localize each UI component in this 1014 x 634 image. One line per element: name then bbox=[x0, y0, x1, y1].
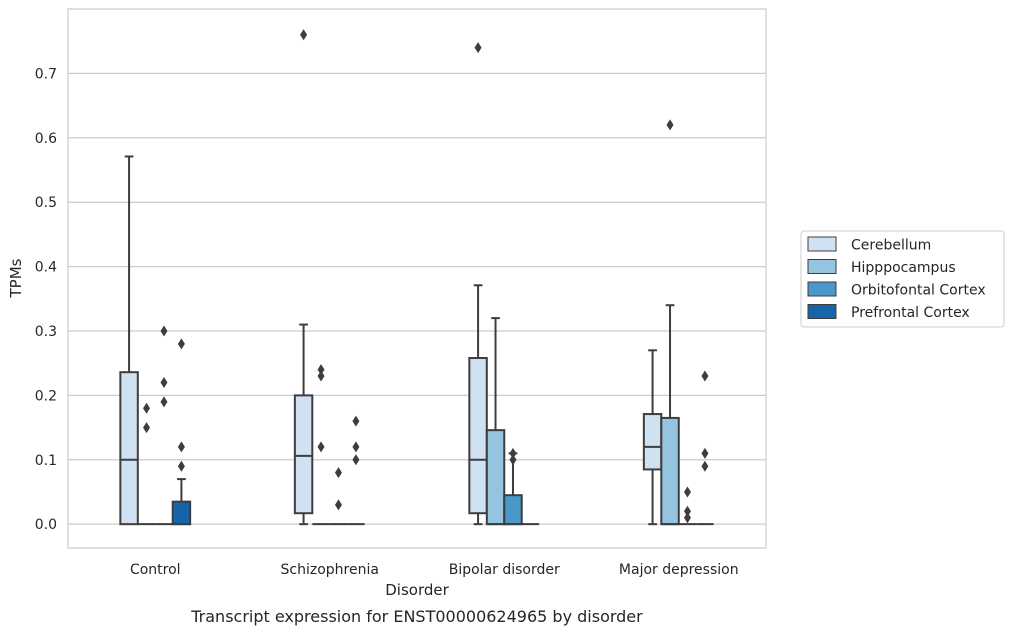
legend-swatch bbox=[807, 281, 837, 297]
outlier-point bbox=[334, 467, 342, 479]
box-group bbox=[678, 486, 697, 526]
y-tick-label: 0.7 bbox=[35, 66, 57, 82]
box-group bbox=[155, 325, 173, 526]
outlier-point bbox=[177, 441, 185, 453]
outlier-point bbox=[683, 512, 691, 524]
box bbox=[171, 500, 192, 526]
outlier-point bbox=[683, 486, 691, 498]
x-tick-label: Major depression bbox=[619, 562, 739, 578]
legend-swatch bbox=[807, 236, 837, 252]
x-tick-label: Control bbox=[130, 562, 181, 578]
x-axis-title: Disorder bbox=[385, 581, 449, 599]
outlier-point bbox=[317, 364, 325, 376]
outlier-point bbox=[160, 396, 168, 408]
x-tick-label: Bipolar disorder bbox=[449, 562, 560, 578]
y-axis-ticks: 0.0 0.1 0.2 0.3 0.4 0.5 0.6 0.7 bbox=[35, 66, 57, 533]
legend-swatch bbox=[807, 259, 837, 274]
outlier-point bbox=[143, 402, 151, 414]
outlier-point bbox=[683, 505, 691, 517]
box bbox=[485, 429, 506, 526]
x-tick-label: Schizophrenia bbox=[281, 562, 379, 578]
y-tick-label: 0.0 bbox=[35, 517, 57, 533]
outlier-point bbox=[474, 42, 482, 54]
outlier-point bbox=[300, 29, 308, 41]
box-group bbox=[503, 447, 523, 526]
outlier-point bbox=[160, 325, 168, 337]
outlier-point bbox=[666, 119, 674, 131]
outlier-point bbox=[509, 447, 517, 459]
outlier-point bbox=[334, 499, 342, 511]
outlier-point bbox=[160, 377, 168, 389]
box-group bbox=[468, 42, 488, 526]
outlier-point bbox=[317, 441, 325, 453]
chart-caption: Transcript expression for ENST0000062496… bbox=[190, 607, 643, 626]
box bbox=[660, 416, 680, 526]
box bbox=[293, 394, 314, 515]
y-axis-title: TPMs bbox=[7, 258, 25, 298]
box-group bbox=[696, 370, 714, 526]
box bbox=[642, 413, 663, 471]
outlier-point bbox=[177, 338, 185, 350]
y-tick-label: 0.6 bbox=[35, 131, 57, 147]
legend-label: Prefrontal Cortex bbox=[851, 305, 970, 321]
outlier-point bbox=[177, 460, 185, 472]
outlier-point bbox=[352, 415, 360, 427]
legend-label: Hipppocampus bbox=[851, 260, 956, 276]
legend-swatch bbox=[807, 304, 837, 319]
outlier-point bbox=[317, 370, 325, 382]
box-group bbox=[312, 364, 330, 526]
outlier-point bbox=[143, 422, 151, 434]
box-group bbox=[329, 467, 348, 526]
x-axis-ticks: Control Schizophrenia Bipolar disorder Majo… bbox=[130, 562, 739, 578]
box-group bbox=[660, 119, 680, 526]
box-group bbox=[171, 338, 192, 526]
outlier-point bbox=[352, 454, 360, 466]
outlier-point bbox=[701, 370, 709, 382]
box-series bbox=[119, 29, 714, 526]
legend-label: Orbitofontal Cortex bbox=[851, 283, 986, 299]
box-group bbox=[642, 349, 663, 526]
outlier-point bbox=[352, 441, 360, 453]
box bbox=[503, 494, 523, 526]
gridlines bbox=[68, 72, 766, 525]
outlier-point bbox=[701, 460, 709, 472]
y-tick-label: 0.4 bbox=[35, 260, 57, 276]
legend-label: Cerebellum bbox=[851, 238, 931, 254]
box-group bbox=[137, 402, 156, 526]
box-group bbox=[119, 155, 139, 526]
y-tick-label: 0.5 bbox=[35, 195, 57, 211]
box-group bbox=[485, 317, 506, 526]
outlier-point bbox=[509, 454, 517, 466]
y-tick-label: 0.3 bbox=[35, 324, 57, 340]
y-tick-label: 0.2 bbox=[35, 388, 57, 404]
legend: Cerebellum Hipppocampus Orbitofontal Corte… bbox=[800, 230, 1005, 328]
box bbox=[468, 357, 488, 515]
plot-area-frame bbox=[67, 8, 767, 549]
box-group bbox=[293, 29, 314, 526]
legend-frame bbox=[800, 230, 1005, 328]
y-tick-label: 0.1 bbox=[35, 453, 57, 469]
box bbox=[119, 371, 139, 526]
box-group bbox=[347, 415, 365, 526]
outlier-point bbox=[701, 447, 709, 459]
